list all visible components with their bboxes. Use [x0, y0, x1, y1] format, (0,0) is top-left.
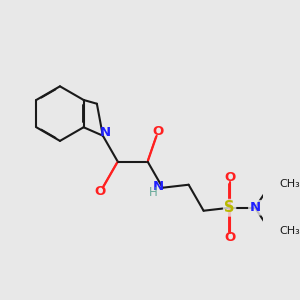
- Text: H: H: [148, 186, 157, 199]
- Text: O: O: [94, 185, 106, 198]
- Text: O: O: [224, 231, 235, 244]
- Text: N: N: [99, 126, 110, 139]
- Text: S: S: [224, 200, 235, 215]
- Text: N: N: [249, 201, 261, 214]
- Text: O: O: [224, 171, 235, 184]
- Text: CH₃: CH₃: [279, 179, 300, 189]
- Text: CH₃: CH₃: [279, 226, 300, 236]
- Text: N: N: [152, 180, 164, 193]
- Text: O: O: [152, 125, 164, 138]
